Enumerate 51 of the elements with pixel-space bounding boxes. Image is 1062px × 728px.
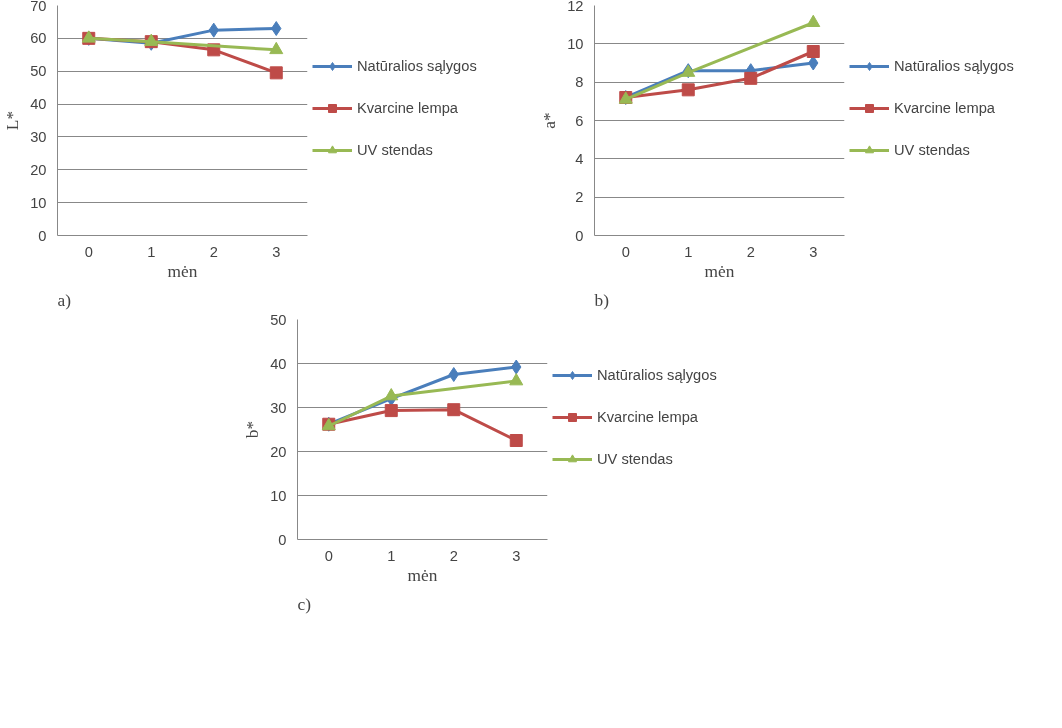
x-tick-label: 2	[449, 547, 458, 564]
x-tick-label: 3	[809, 243, 818, 260]
y-tick-label: 10	[270, 487, 287, 504]
legend-label: Kvarcine lempa	[597, 409, 699, 425]
y-tick-label: 40	[30, 96, 47, 113]
y-tick-label: 20	[270, 443, 287, 460]
x-tick-label: 1	[684, 243, 693, 260]
text: b)	[594, 290, 610, 310]
y-axis-title: b*	[243, 420, 263, 439]
x-tick-label: 0	[621, 243, 630, 260]
text: c)	[297, 594, 312, 614]
legend-label: UV stendas	[894, 142, 970, 158]
x-axis-title: mėn	[407, 565, 438, 585]
x-tick-label: 2	[746, 243, 755, 260]
y-tick-label: 4	[575, 150, 584, 167]
y-axis-title: a*	[540, 112, 560, 129]
x-tick-label: 3	[272, 243, 281, 260]
x-tick-label: 3	[512, 547, 521, 564]
y-tick-label: 60	[30, 30, 47, 47]
legend-label: UV stendas	[357, 142, 433, 158]
y-tick-label: 0	[278, 531, 287, 548]
y-tick-label: 30	[270, 399, 287, 416]
legend-label: Natūralios sąlygos	[357, 58, 477, 74]
text: a)	[57, 290, 72, 310]
x-axis-title: mėn	[704, 261, 735, 281]
y-tick-label: 6	[575, 112, 584, 129]
y-tick-label: 10	[30, 194, 47, 211]
y-tick-label: 2	[575, 189, 584, 206]
legend-label: UV stendas	[597, 451, 673, 467]
y-tick-label: 50	[30, 63, 47, 80]
x-tick-label: 0	[84, 243, 93, 260]
x-axis-title: mėn	[167, 261, 198, 281]
x-tick-label: 1	[387, 547, 396, 564]
y-axis-title: L*	[3, 110, 23, 131]
x-tick-label: 0	[324, 547, 333, 564]
legend-label: Kvarcine lempa	[894, 100, 996, 116]
y-tick-label: 40	[270, 355, 287, 372]
y-tick-label: 12	[567, 0, 584, 14]
x-tick-label: 2	[209, 243, 218, 260]
y-tick-label: 0	[575, 227, 584, 244]
legend-label: Natūralios sąlygos	[597, 367, 717, 383]
y-tick-label: 70	[30, 0, 47, 14]
y-tick-label: 0	[38, 227, 47, 244]
y-tick-label: 20	[30, 161, 47, 178]
y-tick-label: 10	[567, 35, 584, 52]
x-tick-label: 1	[147, 243, 156, 260]
legend-label: Kvarcine lempa	[357, 100, 459, 116]
legend-label: Natūralios sąlygos	[894, 58, 1014, 74]
y-tick-label: 50	[270, 311, 287, 328]
y-tick-label: 30	[30, 128, 47, 145]
y-tick-label: 8	[575, 74, 584, 91]
